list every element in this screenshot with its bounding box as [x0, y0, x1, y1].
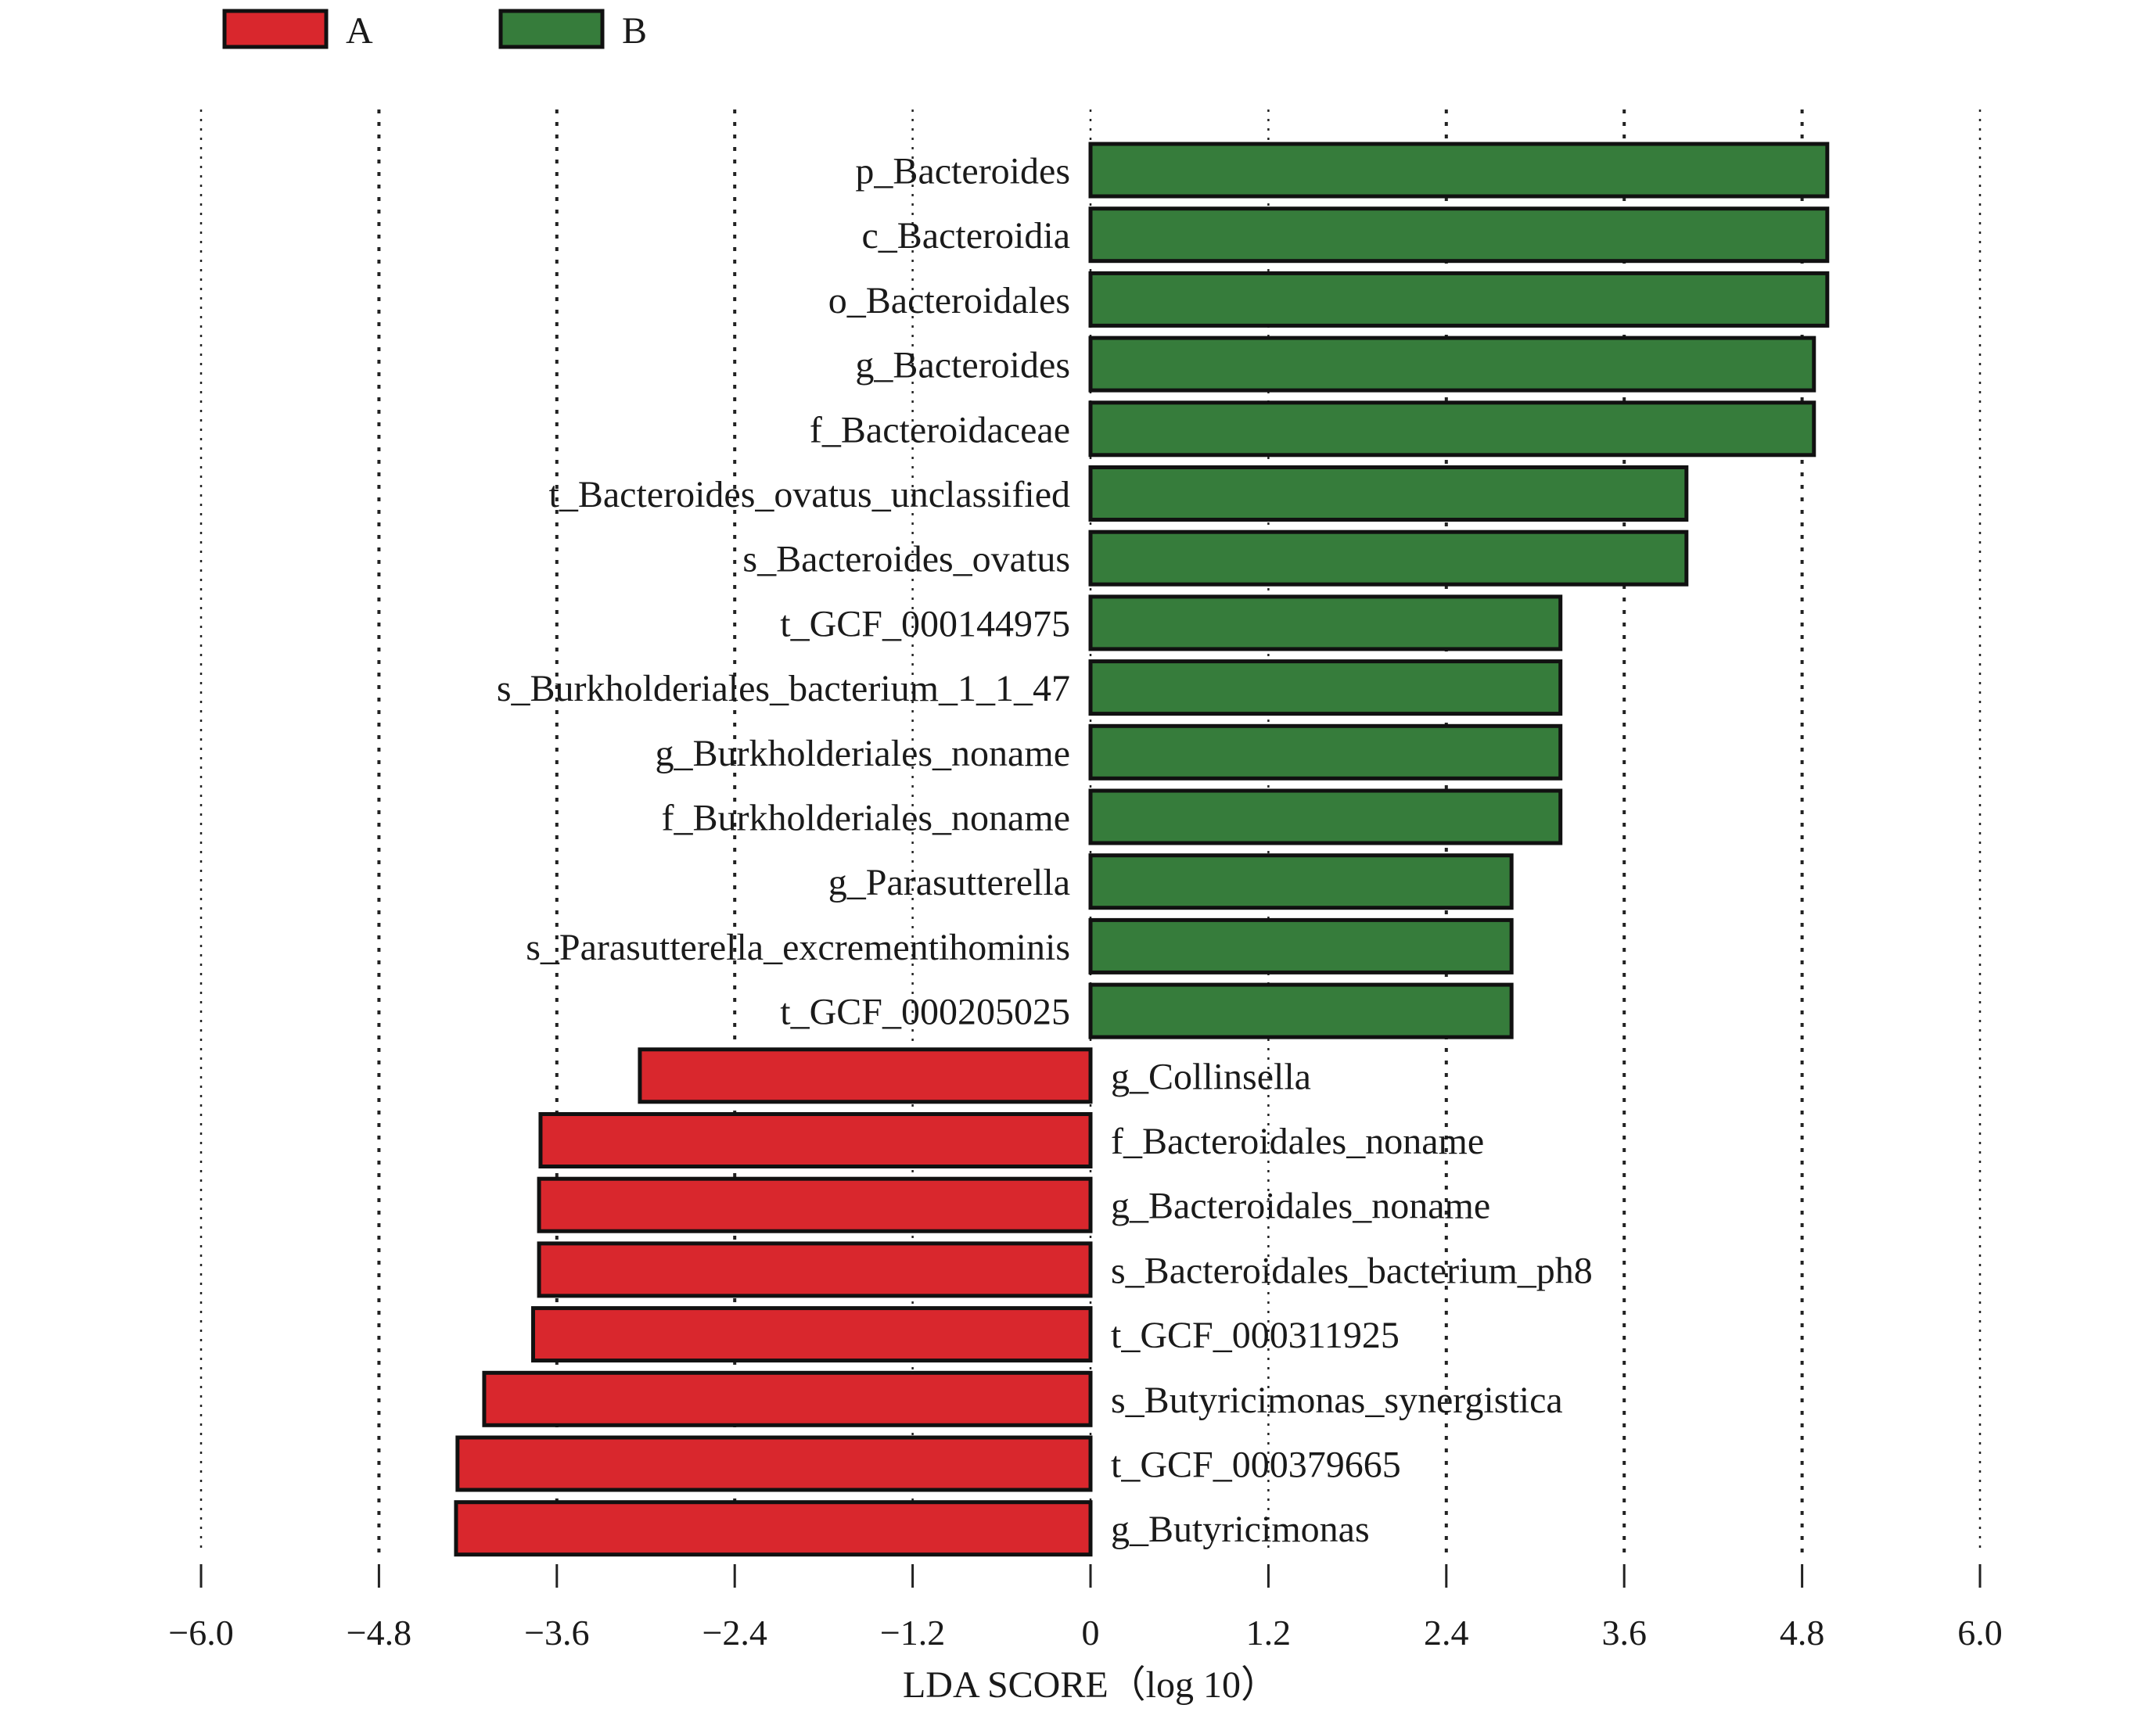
bar-a	[455, 1435, 1093, 1492]
bar-label: s_Bacteroidales_bacterium_ph8	[1111, 1250, 1593, 1291]
x-tick-label: −6.0	[168, 1613, 233, 1653]
x-tick-label: 4.8	[1780, 1613, 1825, 1653]
x-tick-label: 1.2	[1246, 1613, 1292, 1653]
legend-label: B	[622, 10, 647, 52]
bar-label: c_Bacteroidia	[861, 215, 1070, 257]
bar-b	[1088, 400, 1816, 458]
bars	[454, 142, 1830, 1557]
bar-label: s_Butyricimonas_synergistica	[1111, 1380, 1563, 1421]
bar-label: s_Bacteroides_ovatus	[742, 539, 1070, 580]
bar-b	[1088, 271, 1830, 328]
x-tick-label: 6.0	[1957, 1613, 2003, 1653]
bar-b	[1088, 336, 1816, 393]
bar-label: g_Butyricimonas	[1111, 1509, 1370, 1550]
bar-label: t_GCF_000311925	[1111, 1315, 1400, 1356]
x-tick-label: 3.6	[1601, 1613, 1647, 1653]
bar-label: t_GCF_000144975	[780, 603, 1070, 644]
legend-swatch-a	[222, 9, 329, 49]
bar-b	[1088, 788, 1563, 845]
bar-label: f_Burkholderiales_noname	[661, 798, 1070, 839]
bar-b	[1088, 465, 1689, 522]
bar-label: f_Bacteroidales_noname	[1111, 1121, 1484, 1162]
bar-label: g_Parasutterella	[828, 862, 1070, 903]
bar-label: s_Parasutterella_excrementihominis	[526, 927, 1070, 968]
bar-label: f_Bacteroidaceae	[810, 409, 1070, 450]
legend-swatch-b	[498, 9, 605, 49]
bar-label: t_GCF_000205025	[780, 992, 1070, 1033]
bar-a	[538, 1112, 1093, 1168]
bar-b	[1088, 723, 1563, 781]
bar-b	[1088, 206, 1830, 264]
x-tick-label: −4.8	[347, 1613, 411, 1653]
bar-label: g_Bacteroides	[855, 345, 1070, 386]
bar-b	[1088, 982, 1514, 1039]
bar-b	[1088, 659, 1563, 716]
bar-label: g_Collinsella	[1111, 1056, 1311, 1097]
x-tick-label: −3.6	[524, 1613, 589, 1653]
x-tick-label: 0	[1082, 1613, 1100, 1653]
bar-b	[1088, 917, 1514, 974]
bar-a	[537, 1176, 1093, 1233]
x-tick-label: −2.4	[702, 1613, 767, 1653]
bar-a	[638, 1047, 1093, 1104]
x-axis-title: LDA SCORE（log 10）	[903, 1664, 1278, 1706]
bar-label: s_Burkholderiales_bacterium_1_1_47	[497, 668, 1070, 709]
bar-label: g_Bacteroidales_noname	[1111, 1186, 1490, 1227]
bar-label: p_Bacteroides	[855, 151, 1070, 192]
x-axis: −6.0 −4.8 −3.6 −2.4 −1.2 0 1.2 2.4 3.6 4.8 6.0	[168, 1564, 2003, 1653]
bar-a	[530, 1306, 1093, 1363]
bar-b	[1088, 594, 1563, 651]
bar-label: o_Bacteroidales	[828, 280, 1070, 321]
bar-label: t_Bacteroides_ovatus_unclassified	[549, 474, 1071, 515]
bar-b	[1088, 529, 1689, 587]
bar-labels: p_Bacteroides c_Bacteroidia o_Bacteroidale…	[497, 151, 1593, 1551]
bar-b	[1088, 853, 1514, 910]
legend-label: A	[346, 10, 373, 52]
x-tick-label: 2.4	[1424, 1613, 1469, 1653]
bar-a	[537, 1241, 1093, 1298]
x-tick-label: −1.2	[880, 1613, 945, 1653]
bar-a	[454, 1500, 1093, 1557]
bar-label: t_GCF_000379665	[1111, 1445, 1401, 1486]
bar-a	[482, 1370, 1093, 1427]
bar-b	[1088, 142, 1830, 199]
bar-label: g_Burkholderiales_noname	[655, 733, 1070, 774]
